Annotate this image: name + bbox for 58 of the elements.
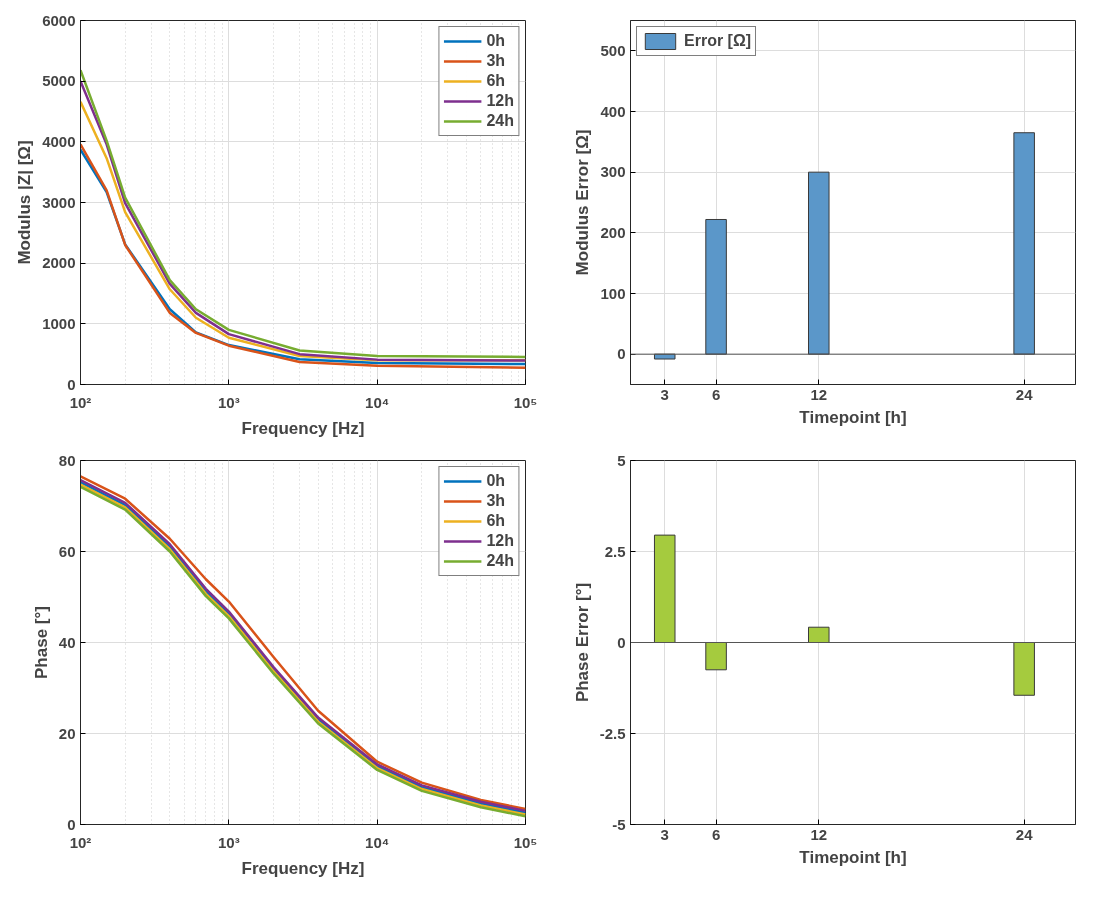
legend-label: 6h	[486, 512, 507, 530]
y-axis-title: Phase Error [°]	[572, 582, 592, 703]
x-tick-label: 10⁴	[365, 833, 390, 851]
y-tick-label: 5	[617, 451, 626, 469]
x-axis-title: Timepoint [h]	[799, 847, 907, 867]
legend-label: 24h	[486, 552, 514, 570]
x-tick-label: 10³	[217, 393, 240, 411]
y-tick-label: 500	[600, 41, 626, 59]
y-axis-title: Phase [°]	[31, 606, 51, 679]
y-tick-label: 200	[600, 223, 626, 241]
y-tick-label: 6000	[42, 11, 76, 29]
y-axis-title: Modulus |Z| [Ω]	[15, 140, 35, 265]
x-tick-label: 24	[1015, 385, 1034, 403]
y-tick-label: 0	[617, 633, 626, 651]
y-tick-label: 0	[67, 815, 76, 833]
x-tick-label: 12	[810, 825, 828, 843]
y-tick-label: 20	[58, 724, 76, 742]
x-tick-label: 12	[810, 385, 828, 403]
y-tick-label: 4000	[42, 132, 76, 150]
legend-label: 0h	[486, 32, 507, 50]
x-axis-title: Frequency [Hz]	[241, 418, 365, 438]
x-tick-label: 3	[660, 825, 669, 843]
y-tick-label: -2.5	[599, 724, 626, 742]
y-tick-label: 2.5	[604, 542, 626, 560]
y-tick-label: 0	[617, 345, 626, 363]
legend-label: 12h	[486, 532, 514, 550]
y-tick-label: 2000	[42, 254, 76, 272]
legend-label: 3h	[486, 52, 507, 70]
x-tick-label: 10⁴	[365, 393, 390, 411]
y-tick-label: 60	[58, 542, 76, 560]
x-tick-label: 10⁵	[513, 833, 538, 851]
x-axis-title: Timepoint [h]	[799, 407, 907, 427]
x-tick-label: 3	[660, 385, 669, 403]
y-tick-label: 0	[67, 375, 76, 393]
legend-label: 12h	[486, 92, 514, 110]
x-tick-label: 10³	[217, 833, 240, 851]
y-tick-label: -5	[612, 815, 626, 833]
x-tick-label: 10²	[69, 833, 92, 851]
y-tick-label: 300	[600, 163, 626, 181]
y-tick-label: 3000	[42, 193, 76, 211]
legend-label: 6h	[486, 72, 507, 90]
legend-label: 0h	[486, 472, 507, 490]
y-tick-label: 1000	[42, 314, 76, 332]
y-tick-label: 100	[600, 284, 626, 302]
x-tick-label: 10⁵	[513, 393, 538, 411]
x-axis-title: Frequency [Hz]	[241, 858, 365, 878]
y-tick-label: 80	[58, 451, 76, 469]
y-tick-label: 5000	[42, 72, 76, 90]
y-axis-title: Modulus Error [Ω]	[573, 129, 593, 276]
x-tick-label: 24	[1015, 825, 1034, 843]
y-tick-label: 400	[600, 102, 626, 120]
x-tick-label: 10²	[69, 393, 92, 411]
x-tick-label: 6	[711, 825, 721, 843]
x-tick-label: 6	[711, 385, 721, 403]
legend-label: 3h	[486, 492, 507, 510]
legend-label: 24h	[486, 112, 514, 130]
y-tick-label: 40	[58, 633, 76, 651]
legend-label: Error [Ω]	[684, 32, 752, 50]
